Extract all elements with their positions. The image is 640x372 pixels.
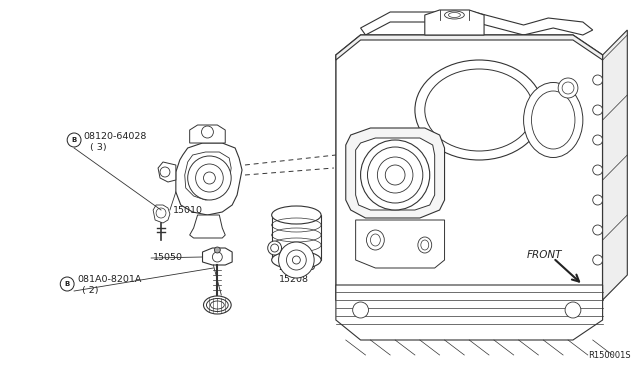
Circle shape [562, 82, 574, 94]
Circle shape [367, 147, 423, 203]
Ellipse shape [211, 301, 224, 309]
Text: 081A0-8201A: 081A0-8201A [77, 276, 141, 285]
Polygon shape [356, 220, 445, 268]
Circle shape [360, 140, 429, 210]
Circle shape [593, 195, 603, 205]
Text: ( 3): ( 3) [90, 142, 106, 151]
Circle shape [271, 244, 278, 252]
Ellipse shape [449, 13, 460, 17]
Circle shape [593, 105, 603, 115]
Polygon shape [346, 128, 445, 218]
Ellipse shape [271, 206, 321, 224]
Ellipse shape [425, 69, 534, 151]
Ellipse shape [367, 230, 384, 250]
Circle shape [558, 78, 578, 98]
Circle shape [353, 302, 369, 318]
Circle shape [60, 277, 74, 291]
Polygon shape [603, 30, 627, 300]
Text: 15208: 15208 [278, 276, 308, 285]
Circle shape [188, 156, 231, 200]
Circle shape [214, 247, 220, 253]
Polygon shape [356, 138, 435, 210]
Ellipse shape [524, 83, 583, 157]
Circle shape [593, 135, 603, 145]
Circle shape [565, 302, 581, 318]
Text: R150001S: R150001S [588, 350, 630, 359]
Ellipse shape [421, 240, 429, 250]
Circle shape [196, 164, 223, 192]
Text: 22630D: 22630D [278, 263, 316, 273]
Ellipse shape [445, 11, 464, 19]
Polygon shape [360, 12, 593, 35]
Polygon shape [189, 125, 225, 143]
Polygon shape [336, 285, 603, 340]
Polygon shape [158, 162, 176, 182]
Circle shape [212, 252, 222, 262]
Ellipse shape [271, 251, 321, 269]
Ellipse shape [418, 237, 432, 253]
Text: 15050: 15050 [153, 253, 183, 263]
Circle shape [202, 126, 213, 138]
Circle shape [268, 241, 282, 255]
Circle shape [593, 225, 603, 235]
Circle shape [593, 255, 603, 265]
Circle shape [593, 75, 603, 85]
Ellipse shape [531, 91, 575, 149]
Circle shape [292, 256, 300, 264]
Ellipse shape [207, 298, 228, 311]
Circle shape [278, 242, 314, 278]
Text: B: B [72, 137, 77, 143]
Text: B: B [65, 281, 70, 287]
Polygon shape [189, 215, 225, 238]
Polygon shape [271, 215, 321, 260]
Text: 15010: 15010 [173, 205, 203, 215]
Text: 08120-64028: 08120-64028 [83, 131, 147, 141]
Ellipse shape [415, 60, 543, 160]
Polygon shape [336, 35, 603, 320]
Circle shape [287, 250, 307, 270]
Polygon shape [176, 143, 242, 215]
Circle shape [160, 167, 170, 177]
Circle shape [385, 165, 405, 185]
Polygon shape [202, 248, 232, 265]
Circle shape [67, 133, 81, 147]
Circle shape [378, 157, 413, 193]
Circle shape [204, 172, 216, 184]
Ellipse shape [204, 296, 231, 314]
Polygon shape [185, 152, 231, 200]
Text: ( 2): ( 2) [82, 286, 99, 295]
Polygon shape [153, 205, 170, 223]
Polygon shape [425, 10, 484, 35]
Text: FRONT: FRONT [527, 250, 562, 260]
Polygon shape [336, 35, 603, 60]
Ellipse shape [371, 234, 380, 246]
Circle shape [593, 165, 603, 175]
